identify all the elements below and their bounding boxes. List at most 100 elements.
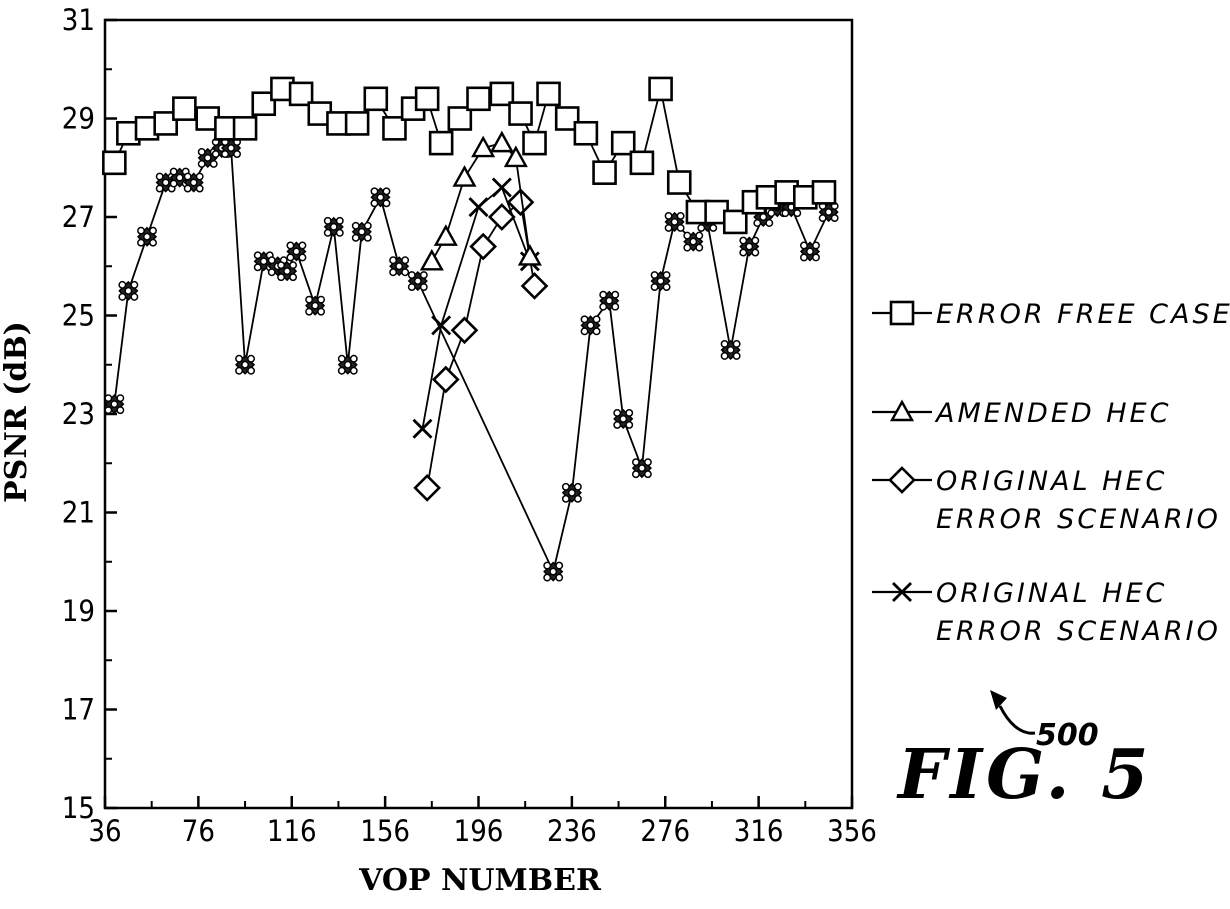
x-tick-label: 276 — [640, 814, 690, 848]
dot-cluster-dot — [138, 240, 144, 246]
dot-cluster-dot — [191, 179, 197, 185]
dot-cluster-dot — [248, 368, 254, 374]
dot-cluster-dot — [415, 278, 421, 284]
x-tick-label: 196 — [454, 814, 504, 848]
dot-cluster-dot — [325, 218, 331, 224]
dot-cluster-dot — [684, 244, 690, 250]
legend-label: ORIGINAL HEC — [936, 578, 1167, 609]
dot-cluster-dot — [278, 262, 284, 268]
dot-cluster-dot — [727, 347, 733, 353]
dot-cluster-dot — [752, 237, 758, 243]
dot-cluster-dot — [746, 243, 752, 249]
dot-cluster-marker — [614, 410, 632, 428]
dot-cluster-dot — [801, 242, 807, 248]
dot-cluster-dot — [185, 185, 191, 191]
dot-cluster-dot — [228, 145, 234, 151]
dot-cluster-marker — [325, 218, 343, 236]
x-tick-label: 236 — [547, 814, 597, 848]
dot-cluster-dot — [698, 225, 704, 231]
dot-cluster-dot — [684, 232, 690, 238]
dot-cluster-dot — [222, 151, 228, 157]
dot-cluster-dot — [318, 296, 324, 302]
square-marker — [668, 172, 690, 194]
dot-cluster-dot — [156, 173, 162, 179]
square-marker — [524, 132, 546, 154]
dot-cluster-marker — [819, 203, 837, 221]
legend-label-line2: ERROR SCENARIO b — [936, 504, 1230, 535]
dot-cluster-dot — [587, 322, 593, 328]
dot-cluster-dot — [377, 194, 383, 200]
y-tick-label: 27 — [62, 200, 95, 234]
dot-cluster-dot — [544, 562, 550, 568]
dot-cluster-dot — [117, 407, 123, 413]
dot-cluster-dot — [612, 292, 618, 298]
dot-cluster-dot — [248, 356, 254, 362]
dot-cluster-marker — [651, 272, 669, 290]
dot-cluster-dot — [710, 225, 716, 231]
dot-cluster-dot — [339, 368, 345, 374]
square-marker — [416, 88, 438, 110]
dot-cluster-dot — [645, 471, 651, 477]
dot-cluster-dot — [325, 230, 331, 236]
dot-cluster-dot — [337, 230, 343, 236]
dot-cluster-dot — [306, 308, 312, 314]
dot-cluster-dot — [740, 237, 746, 243]
dot-cluster-dot — [626, 422, 632, 428]
dot-cluster-dot — [255, 264, 261, 270]
dot-cluster-dot — [402, 269, 408, 275]
dot-cluster-dot — [760, 214, 766, 220]
dot-cluster-dot — [197, 185, 203, 191]
x-tick-label: 316 — [734, 814, 784, 848]
dot-cluster-dot — [125, 288, 131, 294]
square-marker — [650, 78, 672, 100]
dot-cluster-dot — [754, 220, 760, 226]
dot-cluster-dot — [633, 471, 639, 477]
dot-cluster-dot — [766, 220, 772, 226]
dot-cluster-marker — [600, 292, 618, 310]
dot-cluster-dot — [144, 234, 150, 240]
dot-cluster-dot — [550, 568, 556, 574]
square-marker — [891, 302, 913, 324]
dot-cluster-dot — [117, 395, 123, 401]
dot-cluster-dot — [312, 302, 318, 308]
dot-cluster-marker — [409, 272, 427, 290]
dot-cluster-dot — [396, 263, 402, 269]
dot-cluster-dot — [331, 224, 337, 230]
dot-cluster-marker — [801, 242, 819, 260]
dot-cluster-dot — [199, 161, 205, 167]
dot-cluster-dot — [299, 242, 305, 248]
dot-cluster-dot — [626, 410, 632, 416]
dot-cluster-dot — [556, 562, 562, 568]
dot-cluster-dot — [581, 316, 587, 322]
dot-cluster-dot — [351, 356, 357, 362]
dot-cluster-dot — [353, 235, 359, 241]
square-marker — [631, 152, 653, 174]
x-tick-label: 356 — [827, 814, 877, 848]
dot-cluster-dot — [353, 223, 359, 229]
dot-cluster-dot — [278, 274, 284, 280]
dot-cluster-dot — [819, 215, 825, 221]
dot-cluster-marker — [287, 242, 305, 260]
x-tick-label: 76 — [182, 814, 215, 848]
dot-cluster-dot — [606, 298, 612, 304]
dot-cluster-marker — [138, 228, 156, 246]
square-marker — [430, 132, 452, 154]
dot-cluster-dot — [409, 272, 415, 278]
dot-cluster-dot — [351, 368, 357, 374]
dot-cluster-dot — [138, 228, 144, 234]
dot-cluster-dot — [657, 278, 663, 284]
dot-cluster-dot — [131, 294, 137, 300]
dot-cluster-dot — [171, 168, 177, 174]
y-tick-label: 29 — [62, 102, 95, 136]
dot-cluster-dot — [569, 490, 575, 496]
dot-cluster-dot — [696, 244, 702, 250]
dot-cluster-marker — [353, 223, 371, 241]
dot-cluster-dot — [556, 574, 562, 580]
dot-cluster-dot — [807, 248, 813, 254]
dot-cluster-dot — [690, 238, 696, 244]
dot-cluster-dot — [185, 173, 191, 179]
dot-cluster-dot — [162, 179, 168, 185]
dot-cluster-dot — [671, 219, 677, 225]
dot-cluster-dot — [339, 356, 345, 362]
